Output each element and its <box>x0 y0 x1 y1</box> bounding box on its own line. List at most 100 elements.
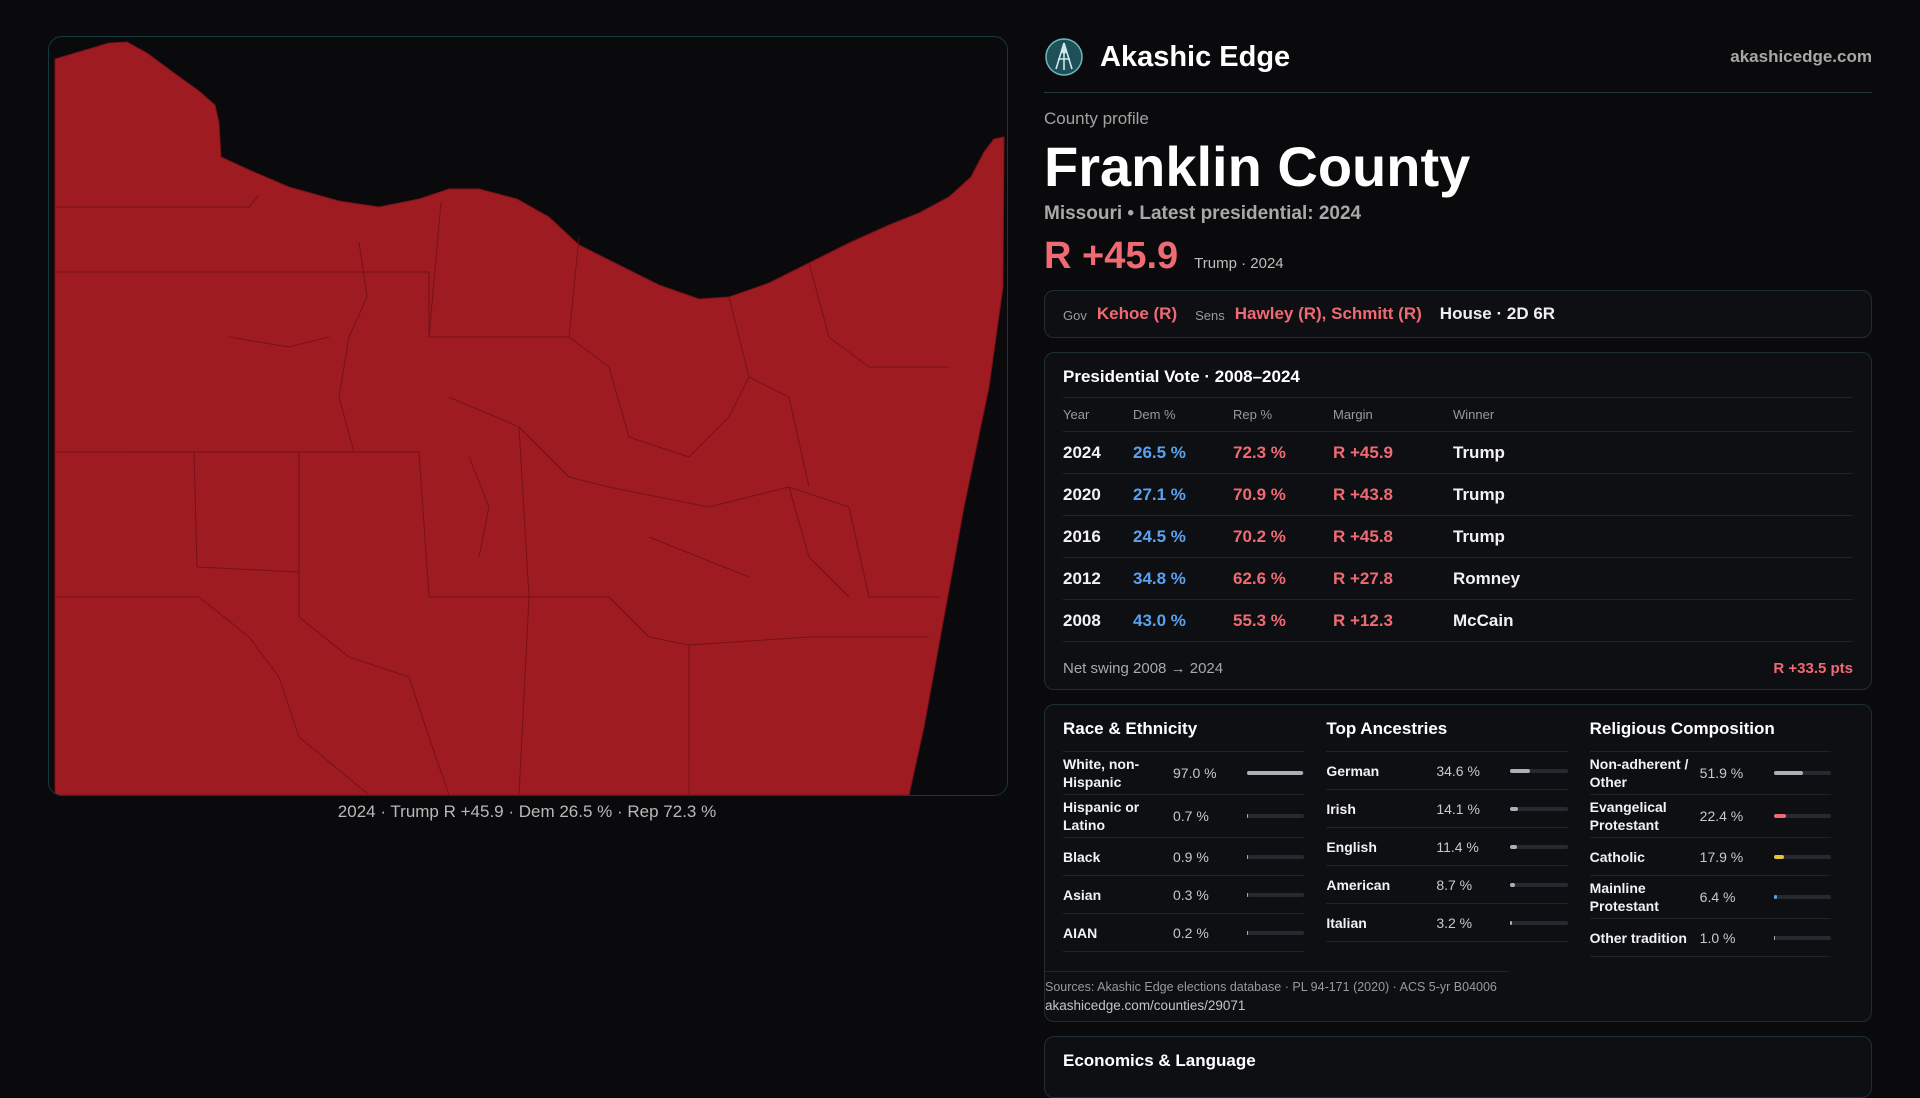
religion-bar-fill <box>1773 814 1787 818</box>
winner-cell: McCain <box>1453 599 1853 642</box>
religion-bar-track <box>1773 771 1831 775</box>
list-item: AIAN 0.2 % <box>1063 914 1305 952</box>
compass-logo-icon[interactable] <box>1044 37 1084 77</box>
race-bar-track <box>1247 854 1305 859</box>
religion-bar-track <box>1773 935 1831 940</box>
list-item: English 11.4 % <box>1326 828 1568 866</box>
demographics-card: Race & Ethnicity White, non-Hispanic 97.0… <box>1044 704 1872 1022</box>
race-bar-track <box>1247 930 1305 935</box>
ancestry-bar-fill <box>1510 844 1517 849</box>
headline-margin-note: Trump · 2024 <box>1194 255 1284 272</box>
list-item: Other tradition 1.0 % <box>1589 919 1831 957</box>
economics-title: Economics & Language <box>1063 1051 1256 1070</box>
religion-label: Catholic <box>1589 848 1645 865</box>
rep-cell: 55.3 % <box>1233 599 1333 642</box>
presidential-vote-card: Presidential Vote · 2008–2024 Year Dem %… <box>1044 352 1872 690</box>
religion-title: Religious Composition <box>1589 705 1831 752</box>
map-caption: 2024 · Trump R +45.9 · Dem 26.5 % · Rep … <box>337 802 717 821</box>
winner-cell: Trump <box>1453 431 1853 474</box>
race-value: 0.2 % <box>1173 924 1209 941</box>
ancestry-value: 34.6 % <box>1436 762 1480 779</box>
religion-bar-track <box>1773 895 1831 899</box>
religion-value: 1.0 % <box>1699 929 1736 946</box>
ancestry-label: Irish <box>1326 800 1356 817</box>
ancestry-bar-track <box>1510 882 1568 887</box>
religion-value: 6.4 % <box>1699 889 1736 905</box>
ancestry-label: American <box>1326 876 1391 893</box>
rep-cell: 70.9 % <box>1233 473 1333 516</box>
year-cell: 2020 <box>1063 473 1133 516</box>
dem-cell: 24.5 % <box>1133 515 1233 558</box>
ancestry-value: 3.2 % <box>1436 914 1473 931</box>
religion-bar-fill <box>1773 854 1784 859</box>
ancestry-bar-fill <box>1510 768 1531 773</box>
brand-header: Akashic Edge akashicedge.com <box>1044 36 1872 93</box>
table-header-row: Year Dem % Rep % Margin Winner <box>1063 398 1853 432</box>
rep-cell: 72.3 % <box>1233 431 1333 474</box>
ancestry-label: Italian <box>1326 914 1367 931</box>
dem-cell: 34.8 % <box>1133 557 1233 600</box>
brand-name[interactable]: Akashic Edge <box>1100 40 1291 73</box>
religion-value: 17.9 % <box>1699 848 1744 865</box>
race-label: AIAN <box>1063 924 1098 941</box>
precinct-boundaries <box>55 194 949 795</box>
list-item: Italian 3.2 % <box>1326 904 1568 942</box>
winner-cell: Romney <box>1453 557 1853 600</box>
race-title: Race & Ethnicity <box>1063 705 1305 752</box>
race-label: Asian <box>1063 886 1102 903</box>
list-item: Asian 0.3 % <box>1063 876 1305 914</box>
sens-value: Hawley (R), Schmitt (R) <box>1234 304 1422 323</box>
county-map-panel[interactable] <box>48 36 1008 796</box>
list-item: White, non-Hispanic 97.0 % <box>1063 752 1305 795</box>
ancestry-value: 8.7 % <box>1436 876 1473 893</box>
race-label: Black <box>1063 848 1101 865</box>
list-item: Hispanic or Latino 0.7 % <box>1063 795 1305 838</box>
race-label: White, non-Hispanic <box>1063 756 1140 790</box>
brand-site-link[interactable]: akashicedge.com <box>1730 47 1872 66</box>
net-swing-value: R +33.5 pts <box>1773 660 1853 677</box>
sources-link[interactable]: akashicedge.com/counties/29071 <box>1045 998 1246 1013</box>
county-shape[interactable] <box>54 41 1005 795</box>
race-bar-fill <box>1247 771 1303 775</box>
year-cell: 2012 <box>1063 557 1133 600</box>
race-bar-fill <box>1247 814 1249 818</box>
year-cell: 2016 <box>1063 515 1133 558</box>
list-item: German 34.6 % <box>1326 752 1568 790</box>
county-map[interactable] <box>49 37 1007 795</box>
ancestry-bar-track <box>1510 768 1568 773</box>
table-row: 2024 26.5 % 72.3 % R +45.9 Trump <box>1063 431 1853 474</box>
religion-label: Other tradition <box>1589 929 1687 946</box>
margin-cell: R +43.8 <box>1333 473 1453 516</box>
religion-bar-track <box>1773 814 1831 818</box>
net-swing-row: Net swing 2008 → 2024 R +33.5 pts <box>1063 660 1853 677</box>
race-bar-fill <box>1247 930 1249 935</box>
religion-label: Evangelical Protestant <box>1589 799 1667 833</box>
gov-label: Gov <box>1063 308 1087 323</box>
list-item: American 8.7 % <box>1326 866 1568 904</box>
presidential-table: Year Dem % Rep % Margin Winner 2024 26.5… <box>1063 398 1853 642</box>
county-subtitle: Missouri • Latest presidential: 2024 <box>1044 203 1362 224</box>
religion-bar-track <box>1773 854 1831 859</box>
race-value: 0.7 % <box>1173 808 1209 824</box>
list-item: Evangelical Protestant 22.4 % <box>1589 795 1831 838</box>
religion-bar-fill <box>1773 895 1778 899</box>
religion-label: Non-adherent / Other <box>1589 756 1689 790</box>
ancestry-column: Top Ancestries German 34.6 % Irish 14.1 % En… <box>1326 705 1568 1021</box>
rep-cell: 62.6 % <box>1233 557 1333 600</box>
year-cell: 2008 <box>1063 599 1133 642</box>
ancestry-label: English <box>1326 838 1377 855</box>
ancestry-bar-fill <box>1510 882 1516 887</box>
ancestry-bar-fill <box>1510 806 1519 811</box>
ancestry-bar-track <box>1510 920 1568 925</box>
margin-cell: R +45.9 <box>1333 431 1453 474</box>
list-item: Catholic 17.9 % <box>1589 838 1831 876</box>
ancestry-value: 14.1 % <box>1436 800 1480 817</box>
race-value: 97.0 % <box>1173 765 1217 781</box>
eyebrow-label: County profile <box>1044 109 1149 128</box>
sources-footer: Sources: Akashic Edge elections database… <box>1045 971 1509 1013</box>
race-bar-track <box>1247 771 1305 775</box>
rep-cell: 70.2 % <box>1233 515 1333 558</box>
race-bar-track <box>1247 892 1305 897</box>
race-label: Hispanic or Latino <box>1063 799 1140 833</box>
ancestry-title: Top Ancestries <box>1326 705 1568 752</box>
